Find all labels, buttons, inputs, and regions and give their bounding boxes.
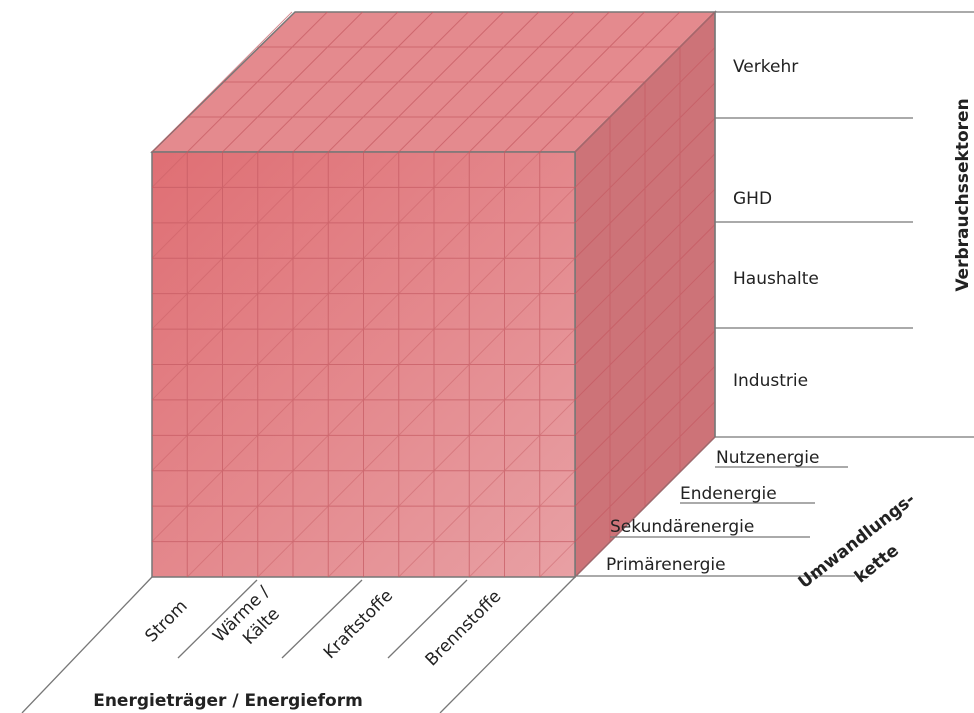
chain-label: Endenergie — [680, 484, 777, 504]
grid-line — [222, 434, 259, 472]
grid-line — [327, 257, 364, 295]
grid-line — [292, 505, 329, 542]
grid-line — [257, 541, 294, 578]
grid-line — [504, 364, 541, 401]
grid-line — [292, 364, 329, 401]
grid-line — [222, 293, 259, 330]
grid-line — [327, 399, 364, 436]
grid-line — [363, 151, 400, 188]
grid-line — [327, 541, 364, 578]
sector-label: GHD — [733, 189, 772, 209]
grid-line — [151, 293, 188, 330]
grid-line — [151, 222, 188, 259]
grid-line — [327, 187, 364, 224]
grid-line — [363, 364, 400, 401]
grid-line — [433, 364, 470, 401]
grid-line — [539, 257, 576, 295]
grid-line — [504, 222, 541, 259]
grid-line — [292, 222, 329, 259]
grid-line — [504, 434, 541, 472]
grid-line — [468, 541, 505, 578]
grid-line — [222, 222, 259, 259]
sectors-title: Verbrauchssektoren — [953, 98, 973, 291]
axes — [21, 11, 974, 713]
chain-label: Sekundärenergie — [610, 517, 754, 537]
grid-line — [186, 187, 223, 224]
grid-line — [222, 151, 259, 188]
carrier-label: Brennstoffe — [422, 587, 506, 671]
grid-line — [398, 257, 435, 295]
grid-line — [433, 434, 470, 472]
grid-line — [468, 187, 505, 224]
chain-label: Nutzenergie — [716, 448, 819, 468]
grid-line — [398, 399, 435, 436]
grid-line — [222, 505, 259, 542]
grid-line — [468, 470, 505, 507]
grid-line — [292, 434, 329, 472]
grid-line — [433, 222, 470, 259]
grid-line — [363, 222, 400, 259]
grid-line — [151, 434, 188, 472]
grid-line — [504, 293, 541, 330]
grid-line — [539, 187, 576, 224]
grid-line — [257, 399, 294, 436]
grid-line — [504, 505, 541, 542]
grid-line — [504, 151, 541, 188]
grid-line — [151, 151, 188, 188]
grid-line — [292, 151, 329, 188]
grid-line — [468, 328, 505, 365]
grid-line — [186, 541, 223, 578]
grid-line — [222, 364, 259, 401]
grid-line — [327, 470, 364, 507]
grid-line — [363, 434, 400, 472]
sector-label: Industrie — [733, 371, 808, 391]
grid-line — [151, 364, 188, 401]
grid-line — [398, 328, 435, 365]
grid-line — [186, 257, 223, 295]
grid-line — [539, 328, 576, 365]
chain-label: Primärenergie — [606, 555, 726, 575]
grid-line — [539, 541, 576, 578]
grid-line — [433, 293, 470, 330]
grid-line — [398, 470, 435, 507]
grid-line — [398, 541, 435, 578]
grid-line — [257, 257, 294, 295]
sector-label: Haushalte — [733, 269, 819, 289]
sector-label: Verkehr — [733, 57, 798, 77]
grid-line — [468, 257, 505, 295]
grid — [151, 11, 716, 578]
grid-line — [186, 399, 223, 436]
grid-line — [539, 470, 576, 507]
carrier-label: Kraftstoffe — [320, 586, 397, 663]
grid-line — [186, 328, 223, 365]
grid-line — [151, 505, 188, 542]
carrier-label: Strom — [141, 596, 191, 646]
grid-line — [433, 505, 470, 542]
grid-line — [363, 505, 400, 542]
grid-line — [327, 328, 364, 365]
grid-line — [433, 151, 470, 188]
grid-line — [292, 293, 329, 330]
grid-line — [468, 399, 505, 436]
grid-line — [257, 470, 294, 507]
grid-line — [398, 187, 435, 224]
carriers-title: Energieträger / Energieform — [93, 691, 363, 711]
grid-line — [363, 293, 400, 330]
grid-line — [257, 187, 294, 224]
grid-line — [539, 399, 576, 436]
grid-line — [186, 470, 223, 507]
grid-line — [257, 328, 294, 365]
